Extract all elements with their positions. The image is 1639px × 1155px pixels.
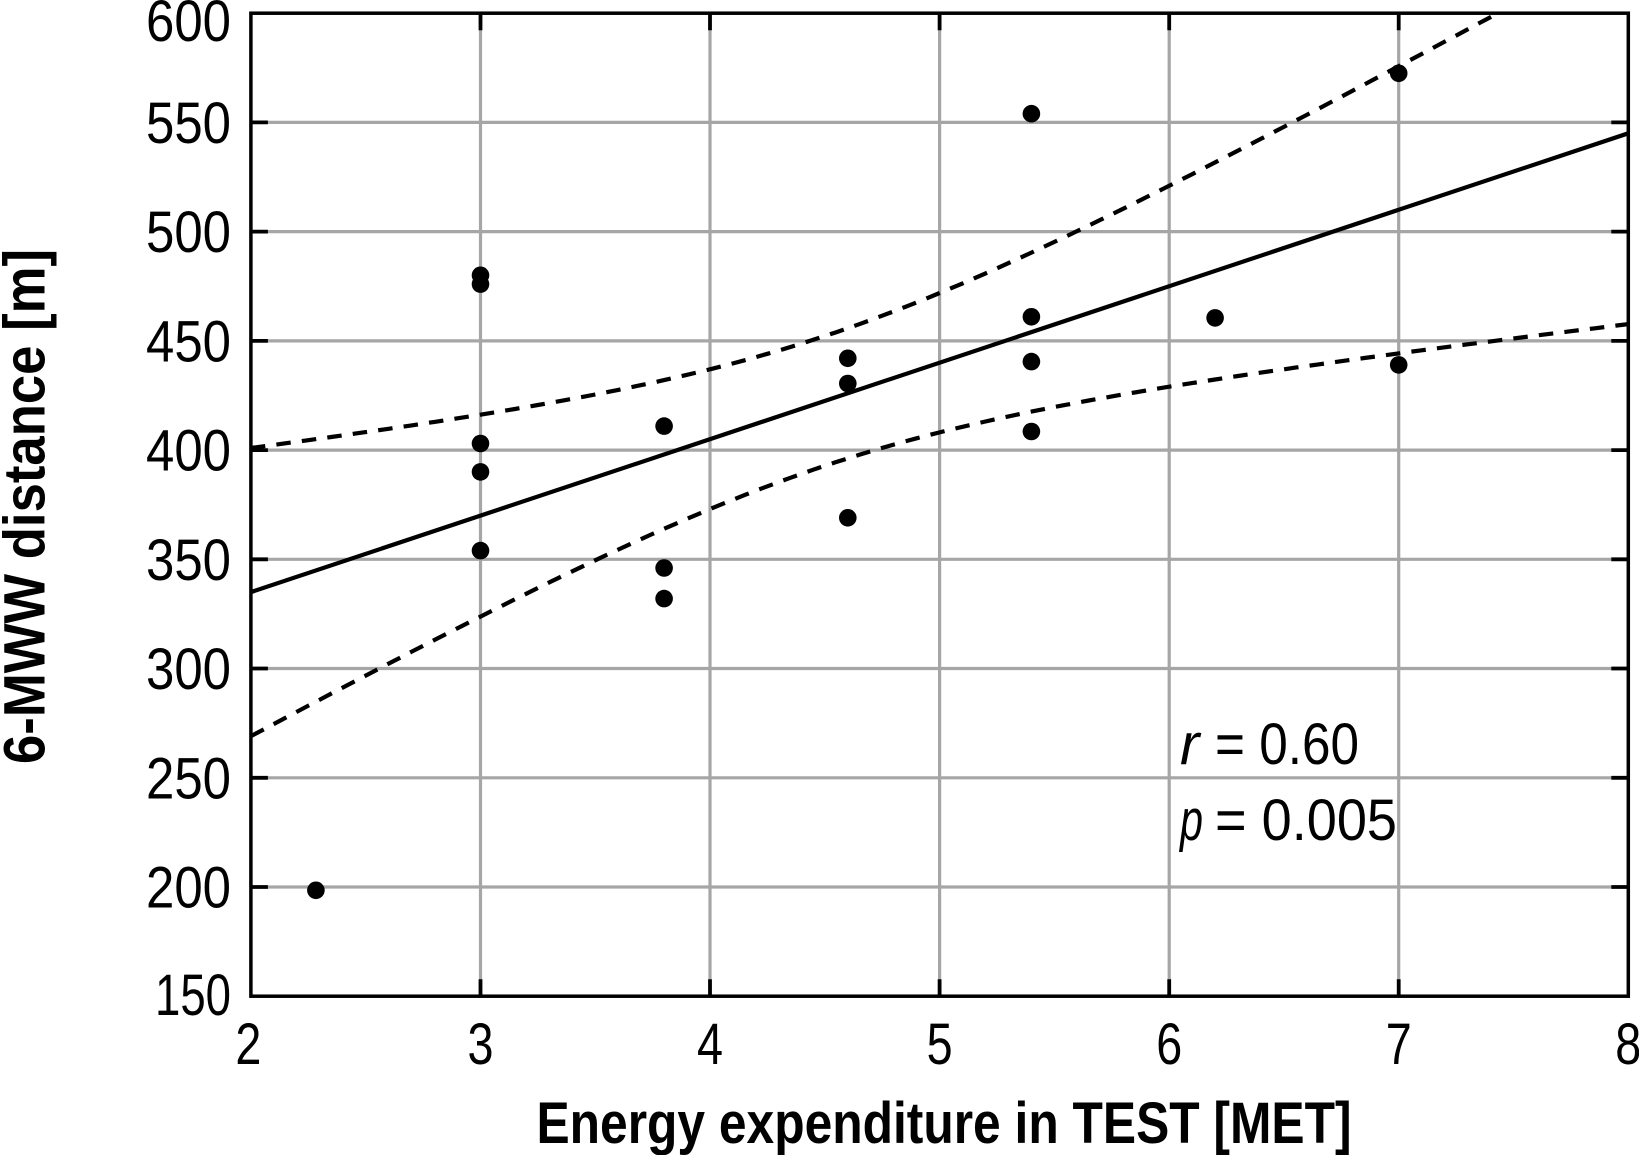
svg-text:200: 200 xyxy=(146,856,231,921)
svg-text:550: 550 xyxy=(146,91,231,156)
svg-text:600: 600 xyxy=(146,0,231,54)
svg-text:3: 3 xyxy=(468,1012,494,1077)
svg-text:450: 450 xyxy=(146,309,231,374)
svg-text:8: 8 xyxy=(1615,1012,1639,1077)
svg-text:6: 6 xyxy=(1156,1012,1182,1077)
svg-text:= 0.005: = 0.005 xyxy=(1215,788,1397,853)
svg-text:5: 5 xyxy=(927,1012,953,1077)
svg-text:150: 150 xyxy=(155,963,231,1028)
svg-text:500: 500 xyxy=(146,200,231,265)
svg-text:p: p xyxy=(1179,788,1203,853)
svg-text:r: r xyxy=(1180,712,1202,777)
svg-text:6-MWW distance [m]: 6-MWW distance [m] xyxy=(0,249,58,764)
svg-text:7: 7 xyxy=(1386,1012,1412,1077)
svg-text:350: 350 xyxy=(146,528,231,593)
svg-text:250: 250 xyxy=(146,746,231,811)
svg-text:4: 4 xyxy=(697,1012,723,1077)
svg-text:2: 2 xyxy=(235,1012,261,1077)
svg-text:Energy expenditure in TEST [ME: Energy expenditure in TEST [MET] xyxy=(537,1091,1352,1155)
svg-text:400: 400 xyxy=(146,419,231,484)
svg-text:= 0.60: = 0.60 xyxy=(1215,712,1359,777)
svg-text:300: 300 xyxy=(146,637,231,702)
